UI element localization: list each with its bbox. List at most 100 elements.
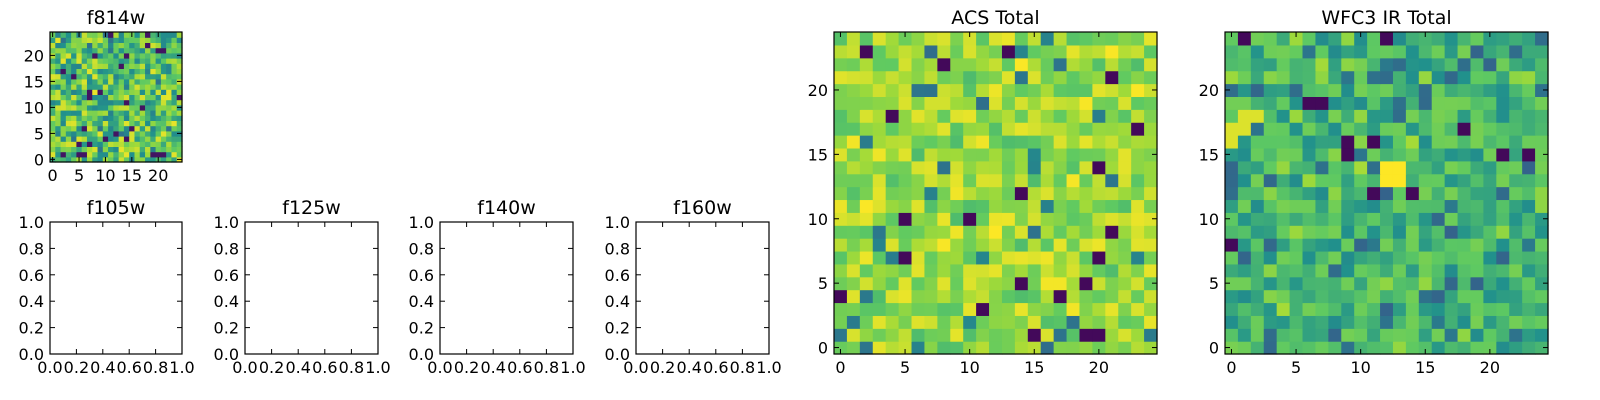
heatmap-cell — [1341, 44, 1355, 59]
heatmap-cell — [123, 151, 130, 158]
heatmap-cell — [145, 99, 151, 106]
heatmap-cell — [155, 94, 162, 101]
x-tick-label: 1.0 — [560, 358, 585, 377]
heatmap-cell — [123, 146, 130, 153]
heatmap-cell — [1066, 109, 1081, 123]
heatmap-cell — [846, 250, 861, 265]
heatmap-cell — [1392, 160, 1407, 175]
heatmap-cell — [60, 78, 67, 85]
heatmap-cell — [1027, 238, 1042, 252]
heatmap-cell — [1315, 96, 1329, 110]
heatmap-cell — [145, 146, 151, 153]
heatmap-cell — [97, 115, 104, 121]
heatmap-cell — [963, 225, 977, 239]
heatmap-cell — [145, 63, 151, 69]
heatmap-cell — [1276, 212, 1291, 226]
heatmap-cell — [60, 52, 67, 59]
heatmap-cell — [166, 136, 173, 142]
heatmap-cell — [1302, 225, 1317, 239]
heatmap-cell — [1354, 341, 1368, 355]
heatmap-cell — [102, 110, 109, 116]
heatmap-cell — [113, 99, 120, 106]
heatmap-cell — [1225, 199, 1239, 213]
heatmap-cell — [65, 37, 72, 43]
heatmap-cell — [60, 115, 67, 121]
heatmap-cell — [1263, 276, 1278, 291]
heatmap-cell — [1302, 289, 1317, 304]
heatmap-cell — [150, 73, 157, 80]
heatmap-cell — [166, 84, 173, 90]
heatmap-cell — [1001, 57, 1016, 72]
heatmap-cell — [92, 63, 99, 69]
heatmap-cell — [1001, 302, 1016, 316]
heatmap-cell — [1315, 70, 1329, 85]
heatmap-cell — [108, 156, 114, 163]
heatmap-cell — [989, 199, 1003, 213]
heatmap-cell — [1315, 109, 1329, 123]
heatmap-cell — [1367, 315, 1381, 329]
heatmap-cell — [1289, 250, 1304, 265]
heatmap-cell — [1341, 96, 1355, 110]
x-tick-label: 5 — [74, 166, 84, 185]
heatmap-cell — [1027, 160, 1042, 175]
heatmap-cell — [1470, 32, 1484, 46]
heatmap-cell — [898, 263, 913, 278]
heatmap-cell — [937, 315, 951, 329]
heatmap-cell — [834, 109, 848, 123]
heatmap-cell — [872, 341, 887, 355]
heatmap-cell — [113, 32, 120, 38]
heatmap-cell — [1105, 96, 1119, 110]
heatmap-cell — [65, 151, 72, 158]
y-tick-label: 0.0 — [409, 345, 434, 364]
heatmap-cell — [1053, 276, 1068, 291]
heatmap-cell — [1354, 147, 1368, 162]
heatmap-cell — [963, 250, 977, 265]
heatmap-cell — [1014, 238, 1029, 252]
heatmap-cell — [97, 125, 104, 132]
heatmap-cell — [950, 263, 964, 278]
heatmap-cell — [1315, 250, 1329, 265]
heatmap-cell — [160, 104, 167, 111]
heatmap-cell — [1367, 341, 1381, 355]
heatmap-cell — [1118, 57, 1132, 72]
heatmap-cell — [97, 104, 104, 111]
x-tick-label: 10 — [1350, 358, 1370, 377]
heatmap-cell — [176, 146, 183, 153]
heatmap-cell — [1250, 289, 1265, 304]
heatmap-cell — [71, 94, 77, 101]
heatmap-cell — [1225, 186, 1239, 201]
heatmap-cell — [1470, 315, 1484, 329]
heatmap-cell — [145, 120, 151, 127]
heatmap-cell — [1470, 44, 1484, 59]
heatmap-cell — [86, 73, 93, 80]
heatmap-cell — [1118, 225, 1132, 239]
heatmap-cell — [963, 70, 977, 85]
heatmap-cell — [1118, 289, 1132, 304]
heatmap-cell — [911, 212, 926, 226]
heatmap-cell — [1496, 225, 1510, 239]
heatmap-cell — [872, 160, 887, 175]
heatmap-cell — [1341, 289, 1355, 304]
heatmap-cell — [1509, 57, 1523, 72]
heatmap-cell — [55, 89, 62, 95]
heatmap-cell — [1263, 96, 1278, 110]
heatmap-cell — [1040, 96, 1055, 110]
heatmap-cell — [1509, 70, 1523, 85]
y-tick-label: 0.0 — [605, 345, 630, 364]
heatmap-cell — [911, 186, 926, 201]
heatmap-cell — [872, 83, 887, 97]
y-tick-label: 0.6 — [409, 266, 434, 285]
heatmap-cell — [129, 130, 136, 137]
heatmap-cell — [1001, 212, 1016, 226]
heatmap-cell — [834, 199, 848, 213]
heatmap-cell — [1014, 122, 1029, 136]
heatmap-cell — [1522, 199, 1536, 213]
heatmap-cell — [160, 58, 167, 64]
heatmap-cell — [55, 156, 62, 163]
heatmap-cell — [924, 122, 938, 136]
heatmap-cell — [1367, 70, 1381, 85]
heatmap-cell — [1276, 238, 1291, 252]
heatmap-cell — [108, 58, 114, 64]
heatmap-cell — [1522, 238, 1536, 252]
